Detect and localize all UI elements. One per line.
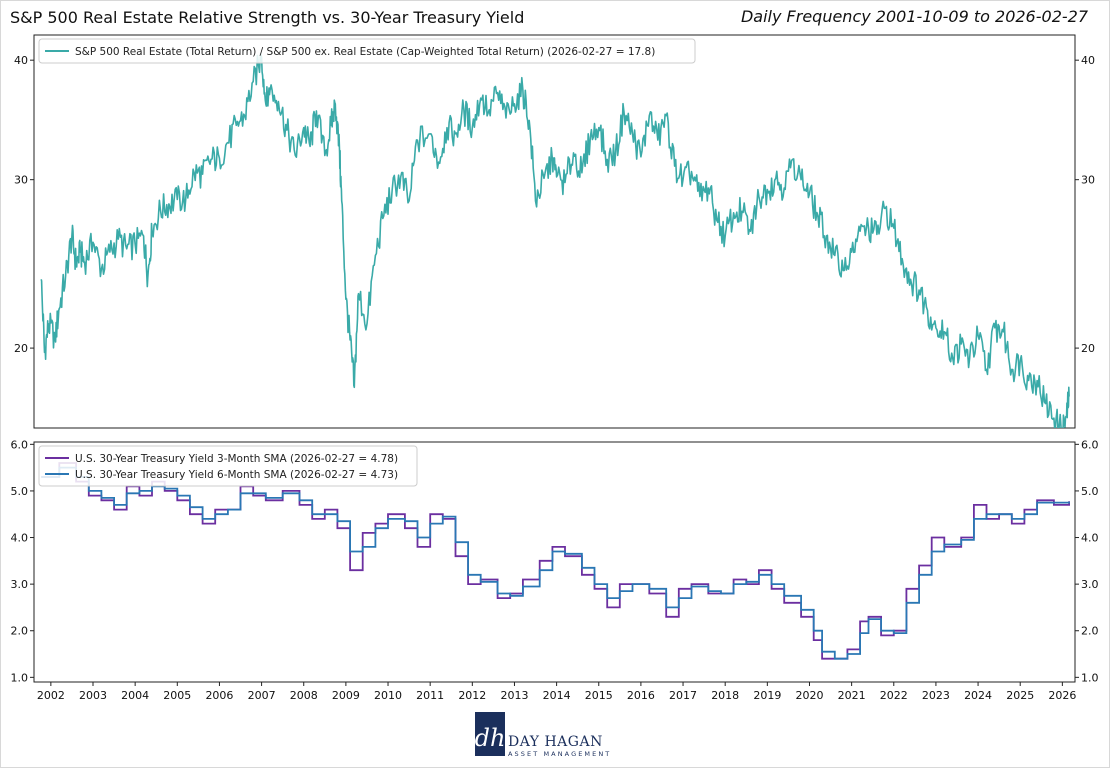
- bottom-legend-label: U.S. 30-Year Treasury Yield 6-Month SMA …: [75, 469, 398, 481]
- xtick-label: 2026: [1048, 689, 1076, 702]
- xtick-label: 2012: [458, 689, 486, 702]
- xtick-label: 2008: [290, 689, 318, 702]
- xtick-label: 2017: [669, 689, 697, 702]
- bottom-ytick-label-right: 1.0: [1081, 671, 1099, 684]
- bottom-legend-box: [38, 445, 418, 487]
- xtick-label: 2003: [79, 689, 107, 702]
- xtick-label: 2021: [838, 689, 866, 702]
- relative-strength-panel: 20 20 30 30 40 40 S&P 500 Real Estate (Total R…: [14, 34, 1095, 429]
- bottom-ytick-label-left: 1.0: [11, 671, 29, 684]
- logo-monogram: dh: [475, 724, 506, 752]
- logo-name: DAY HAGAN: [508, 734, 603, 750]
- bottom-legend: U.S. 30-Year Treasury Yield 3-Month SMA …: [38, 445, 418, 487]
- top-ytick-label-right: 40: [1081, 54, 1095, 67]
- xtick-label: 2016: [627, 689, 655, 702]
- xtick-label: 2018: [711, 689, 739, 702]
- top-ytick-label-left: 20: [14, 342, 28, 355]
- bottom-ytick-label-left: 5.0: [11, 485, 29, 498]
- top-legend-label: S&P 500 Real Estate (Total Return) / S&P…: [75, 46, 655, 58]
- bottom-series-line-1: [41, 466, 1070, 660]
- xtick-label: 2023: [922, 689, 950, 702]
- bottom-ytick-label-left: 6.0: [11, 438, 29, 451]
- treasury-yield-panel: 1.0 1.0 2.0 2.0 3.0 3.0 4.0 4.0 5.0 5.0 6.0 6.0 2002…: [11, 438, 1099, 702]
- bottom-ytick-label-left: 2.0: [11, 625, 29, 638]
- xtick-label: 2005: [163, 689, 191, 702]
- xtick-label: 2025: [1006, 689, 1034, 702]
- chart-title: S&P 500 Real Estate Relative Strength vs…: [10, 8, 525, 27]
- xtick-label: 2024: [964, 689, 992, 702]
- bottom-ytick-label-left: 3.0: [11, 578, 29, 591]
- xtick-label: 2006: [205, 689, 233, 702]
- day-hagan-logo: dh DAY HAGAN ASSET MANAGEMENT: [474, 712, 614, 760]
- bottom-legend-label: U.S. 30-Year Treasury Yield 3-Month SMA …: [75, 453, 398, 465]
- top-ytick-label-right: 20: [1081, 342, 1095, 355]
- bottom-ytick-label-left: 4.0: [11, 532, 29, 545]
- xtick-label: 2010: [374, 689, 402, 702]
- bottom-ytick-label-right: 6.0: [1081, 438, 1099, 451]
- bottom-ytick-label-right: 5.0: [1081, 485, 1099, 498]
- top-legend-box: [38, 38, 696, 64]
- xtick-label: 2015: [585, 689, 613, 702]
- logo-mark-icon: dh: [475, 712, 506, 756]
- frequency-label: Daily Frequency 2001-10-09 to 2026-02-27: [740, 7, 1088, 26]
- xtick-label: 2014: [543, 689, 571, 702]
- top-series-line-0: [40, 52, 1070, 428]
- xtick-label: 2022: [880, 689, 908, 702]
- xtick-label: 2009: [332, 689, 360, 702]
- xtick-label: 2004: [121, 689, 149, 702]
- top-ytick-label-right: 30: [1081, 174, 1095, 187]
- bottom-ytick-label-right: 3.0: [1081, 578, 1099, 591]
- top-legend: S&P 500 Real Estate (Total Return) / S&P…: [38, 38, 696, 64]
- xtick-label: 2002: [37, 689, 65, 702]
- bottom-ytick-label-right: 2.0: [1081, 625, 1099, 638]
- xtick-label: 2007: [248, 689, 276, 702]
- xtick-label: 2011: [416, 689, 444, 702]
- bottom-ytick-label-right: 4.0: [1081, 532, 1099, 545]
- top-axes-frame: [33, 34, 1076, 429]
- top-ytick-label-left: 30: [14, 174, 28, 187]
- top-ytick-label-left: 40: [14, 54, 28, 67]
- xtick-label: 2020: [795, 689, 823, 702]
- xtick-label: 2019: [753, 689, 781, 702]
- logo-subtitle: ASSET MANAGEMENT: [508, 750, 612, 758]
- xtick-label: 2013: [500, 689, 528, 702]
